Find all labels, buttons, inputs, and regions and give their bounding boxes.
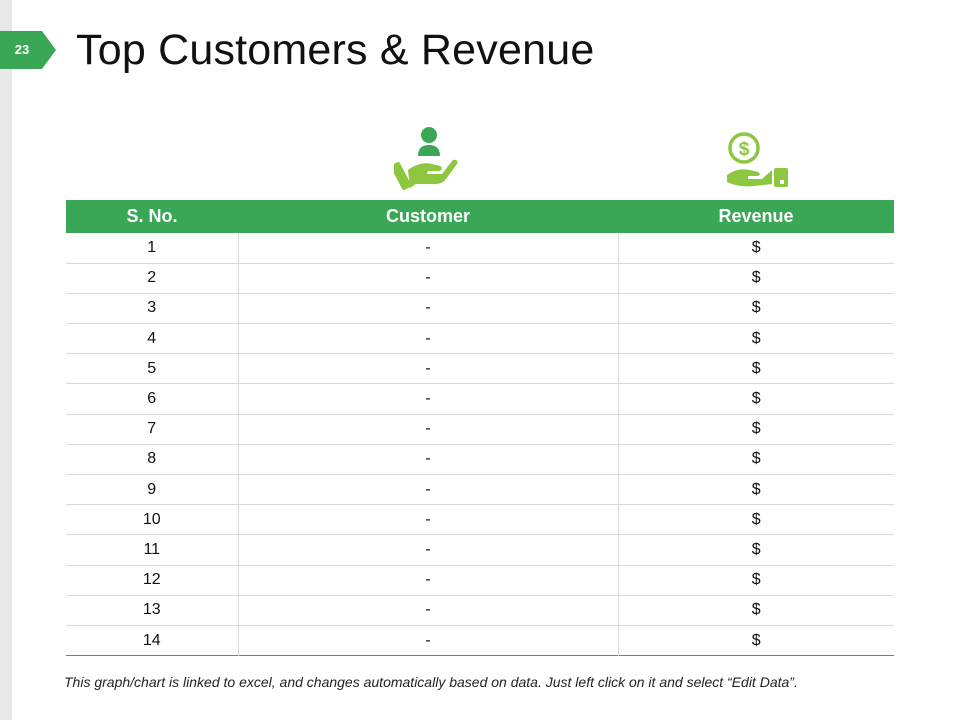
table-row: 9 - $ bbox=[66, 474, 894, 505]
table-row: 14 - $ bbox=[66, 625, 894, 656]
cell-revenue: $ bbox=[617, 293, 894, 324]
table-row: 1 - $ bbox=[66, 233, 894, 264]
table-row: 2 - $ bbox=[66, 263, 894, 294]
cell-sno: 14 bbox=[142, 631, 161, 649]
table-row: 6 - $ bbox=[66, 383, 894, 415]
cell-sno: 12 bbox=[142, 571, 161, 589]
cell-customer: - bbox=[237, 383, 618, 415]
cell-customer: - bbox=[237, 595, 618, 626]
table-row: 8 - $ bbox=[66, 444, 894, 475]
cell-revenue: $ bbox=[617, 383, 894, 415]
cell-customer: - bbox=[237, 534, 618, 566]
cell-sno: 2 bbox=[147, 269, 157, 287]
header-customer: Customer bbox=[385, 206, 470, 226]
cell-sno: 6 bbox=[147, 390, 157, 408]
table-row: 11 - $ bbox=[66, 534, 894, 566]
table-row: 3 - $ bbox=[66, 293, 894, 324]
cell-customer: - bbox=[237, 414, 618, 445]
cell-customer: - bbox=[237, 263, 618, 294]
cell-revenue: $ bbox=[617, 353, 894, 384]
cell-sno: 8 bbox=[147, 450, 157, 468]
slide-number-badge: 23 bbox=[0, 31, 58, 69]
customers-revenue-table: S. No. Customer Revenue 1 - $ 2 - $ 3 - … bbox=[66, 200, 894, 656]
cell-sno: 11 bbox=[143, 540, 161, 558]
cell-customer: - bbox=[237, 625, 618, 656]
table-row: 4 - $ bbox=[66, 323, 894, 354]
slide-number: 23 bbox=[14, 42, 30, 57]
cell-sno: 3 bbox=[147, 299, 157, 317]
cell-customer: - bbox=[237, 233, 618, 264]
table-row: 7 - $ bbox=[66, 414, 894, 445]
footnote: This graph/chart is linked to excel, and… bbox=[64, 674, 798, 690]
cell-customer: - bbox=[237, 504, 618, 535]
money-in-hand-icon: $ bbox=[727, 132, 788, 187]
cell-revenue: $ bbox=[617, 565, 894, 596]
header-revenue: Revenue bbox=[718, 206, 794, 226]
page-title: Top Customers & Revenue bbox=[76, 26, 595, 74]
cell-customer: - bbox=[237, 353, 618, 384]
svg-text:$: $ bbox=[739, 139, 750, 160]
cell-revenue: $ bbox=[617, 263, 894, 294]
cell-revenue: $ bbox=[617, 595, 894, 626]
cell-customer: - bbox=[237, 444, 618, 475]
cell-sno: 1 bbox=[147, 238, 157, 256]
badge-arrow-shape bbox=[0, 31, 56, 69]
cell-sno: 10 bbox=[142, 510, 161, 528]
cell-customer: - bbox=[237, 565, 618, 596]
cell-revenue: $ bbox=[617, 414, 894, 445]
cell-customer: - bbox=[237, 474, 618, 505]
customer-in-hand-icon bbox=[394, 127, 458, 191]
cell-revenue: $ bbox=[617, 474, 894, 505]
table-header-row: S. No. Customer Revenue bbox=[66, 200, 894, 233]
table-row: 12 - $ bbox=[66, 565, 894, 596]
header-sno: S. No. bbox=[126, 206, 178, 226]
cell-revenue: $ bbox=[617, 534, 894, 566]
cell-sno: 4 bbox=[147, 329, 157, 347]
cell-sno: 7 bbox=[147, 420, 157, 438]
cell-revenue: $ bbox=[617, 444, 894, 475]
table-row: 5 - $ bbox=[66, 353, 894, 384]
cell-revenue: $ bbox=[617, 233, 894, 264]
table-row: 10 - $ bbox=[66, 504, 894, 535]
cell-revenue: $ bbox=[617, 625, 894, 656]
cell-sno: 9 bbox=[147, 480, 157, 498]
cell-sno: 13 bbox=[142, 601, 161, 619]
cell-revenue: $ bbox=[617, 504, 894, 535]
cell-sno: 5 bbox=[147, 359, 157, 377]
table-row: 13 - $ bbox=[66, 595, 894, 626]
cell-revenue: $ bbox=[617, 323, 894, 354]
cell-customer: - bbox=[237, 323, 618, 354]
left-edge-bar bbox=[0, 0, 12, 720]
cell-customer: - bbox=[237, 293, 618, 324]
